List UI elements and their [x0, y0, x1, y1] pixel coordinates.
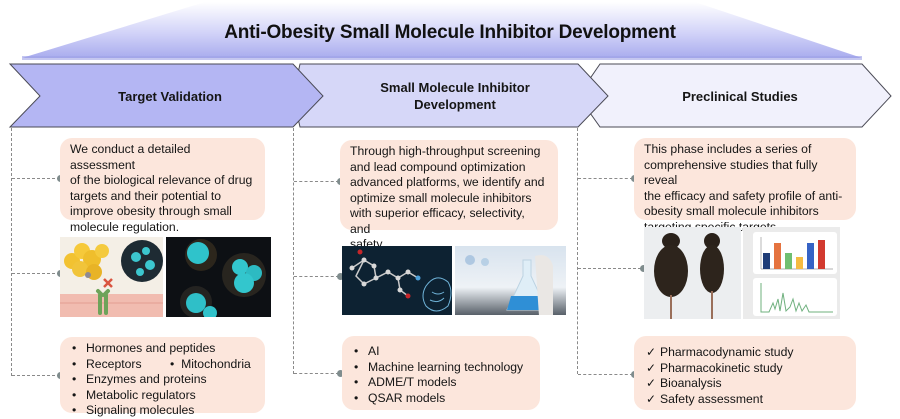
stage-target-validation: Target Validation: [118, 89, 222, 104]
technology-list: • AI • Machine learning technology • ADME/T…: [342, 336, 540, 410]
text-line: and lead compound optimization: [350, 159, 526, 174]
stage-inhibitor-development: Small Molecule Inhibitor Development: [325, 79, 585, 113]
connector-branch: [578, 374, 633, 375]
list-item: • Machine learning technology: [352, 360, 530, 376]
list-item: ✓ Pharmacokinetic study: [644, 361, 846, 377]
list-item-text: QSAR models: [368, 390, 446, 405]
bullet-icon: •: [354, 359, 359, 374]
banner-shape: [22, 2, 862, 60]
list-item: • ADME/T models: [352, 375, 530, 391]
bullet-icon: •: [72, 403, 77, 417]
list-item-text: Pharmacodynamic study: [660, 345, 794, 359]
lab-flask-blue-liquid: [455, 246, 566, 315]
chart-thumbnail-icon: [753, 232, 837, 316]
list-item-text: AI: [368, 344, 380, 358]
bullet-icon: •: [72, 372, 77, 386]
check-icon: ✓: [646, 345, 657, 359]
text-line: We conduct a detailed assessment: [70, 142, 191, 172]
bullet-icon: •: [354, 375, 359, 389]
list-item: • Receptors • Mitochondria: [70, 357, 255, 373]
list-item-text: Metabolic regulators: [86, 387, 196, 402]
connector-branch: [294, 373, 339, 374]
text-line: optimize small molecule inhibitors: [350, 190, 532, 205]
stage-label-line: Small Molecule Inhibitor: [380, 80, 530, 95]
inhibitor-development-description: Through high-throughput screening and le…: [340, 140, 558, 251]
list-item: • Hormones and peptides: [70, 341, 255, 357]
connector-branch: [294, 181, 339, 182]
list-item: ✓ Bioanalysis: [644, 376, 846, 392]
molecule-ai-brain: [342, 246, 452, 315]
stage-chevrons: Target Validation Small Molecule Inhibit…: [0, 60, 900, 132]
text-line: advanced platforms, we identify and: [350, 175, 545, 189]
connector-branch: [12, 178, 60, 179]
target-validation-description: We conduct a detailed assessment of the …: [60, 138, 265, 234]
list-item: • Signaling molecules: [70, 403, 255, 419]
list-item: • QSAR models: [352, 391, 530, 407]
list-item-text: Mitochondria: [181, 356, 251, 371]
text-line: improve obesity through small: [70, 204, 232, 218]
list-item-text: Machine learning technology: [368, 359, 524, 374]
mice-icon: [654, 233, 724, 319]
molecule-structure-icon: [349, 249, 452, 312]
list-item-text: Bioanalysis: [660, 376, 722, 390]
list-item-text: Hormones and peptides: [86, 341, 216, 355]
list-item-text: Safety assessment: [660, 391, 763, 406]
connector-dot: [640, 265, 647, 272]
title-banner: Anti-Obesity Small Molecule Inhibitor De…: [0, 0, 900, 64]
connector-branch: [12, 273, 60, 274]
check-icon: ✓: [646, 360, 657, 375]
text-line: comprehensive studies that fully reveal: [644, 157, 818, 188]
list-item: ✓ Safety assessment: [644, 392, 846, 408]
connector-dot: [337, 273, 344, 280]
cell-nuclei-image: [180, 239, 266, 317]
chevron-shapes: [8, 63, 892, 128]
connector-vertical: [11, 128, 12, 376]
text-line: Through high-throughput screening: [350, 144, 541, 158]
list-item: • Metabolic regulators: [70, 388, 255, 404]
connector-branch: [12, 375, 60, 376]
lipid-receptor-icon: [60, 240, 163, 317]
bullet-icon: •: [72, 341, 77, 355]
text-line: molecule regulation.: [70, 219, 180, 234]
bullet-icon: •: [354, 344, 359, 358]
flask-icon: [465, 255, 553, 315]
check-icon: ✓: [646, 376, 657, 390]
list-item-text: Receptors: [86, 356, 142, 371]
list-item: ✓ Pharmacodynamic study: [644, 345, 846, 361]
bullet-icon: •: [72, 387, 77, 402]
text-line: of the biological relevance of drug: [70, 173, 253, 187]
connector-branch: [578, 178, 633, 179]
text-line: This phase includes a series of: [644, 142, 812, 156]
bar-chart-and-chromatogram: [743, 227, 840, 319]
list-item: • AI: [352, 344, 530, 360]
preclinical-studies-list: ✓ Pharmacodynamic study ✓ Pharmacokinetic …: [634, 336, 856, 410]
text-line: with superior efficacy, selectivity, and: [350, 206, 525, 236]
connector-dot: [337, 370, 344, 377]
stage-label-line: Development: [414, 97, 496, 112]
text-line: obesity small molecule inhibitors: [644, 204, 819, 218]
text-line: the efficacy and safety profile of anti-: [644, 188, 843, 203]
fluorescent-cell-microscopy: [166, 237, 271, 317]
text-line: targets and their potential to: [70, 188, 222, 203]
page-title: Anti-Obesity Small Molecule Inhibitor De…: [224, 22, 676, 43]
obese-and-lean-mice: [644, 227, 741, 319]
connector-vertical: [293, 128, 294, 374]
check-icon: ✓: [646, 391, 657, 406]
bullet-icon: •: [72, 356, 77, 371]
list-item-text: Enzymes and proteins: [86, 372, 207, 386]
list-item: • Enzymes and proteins: [70, 372, 255, 388]
stage-preclinical-studies: Preclinical Studies: [682, 89, 798, 104]
list-item-text: ADME/T models: [368, 375, 457, 389]
bullet-icon: •: [354, 390, 359, 405]
list-item-inline: • Mitochondria: [170, 357, 251, 373]
connector-branch: [578, 268, 641, 269]
lipid-droplet-receptor-illustration: [60, 237, 163, 317]
preclinical-description: This phase includes a series of comprehe…: [634, 138, 856, 234]
bullet-icon: •: [170, 356, 175, 371]
list-item-text: Pharmacokinetic study: [660, 360, 783, 375]
target-types-list: • Hormones and peptides • Receptors • Mitoc…: [60, 337, 265, 417]
connector-vertical: [577, 128, 578, 374]
connector-branch: [294, 276, 339, 277]
list-item-text: Signaling molecules: [86, 403, 195, 417]
